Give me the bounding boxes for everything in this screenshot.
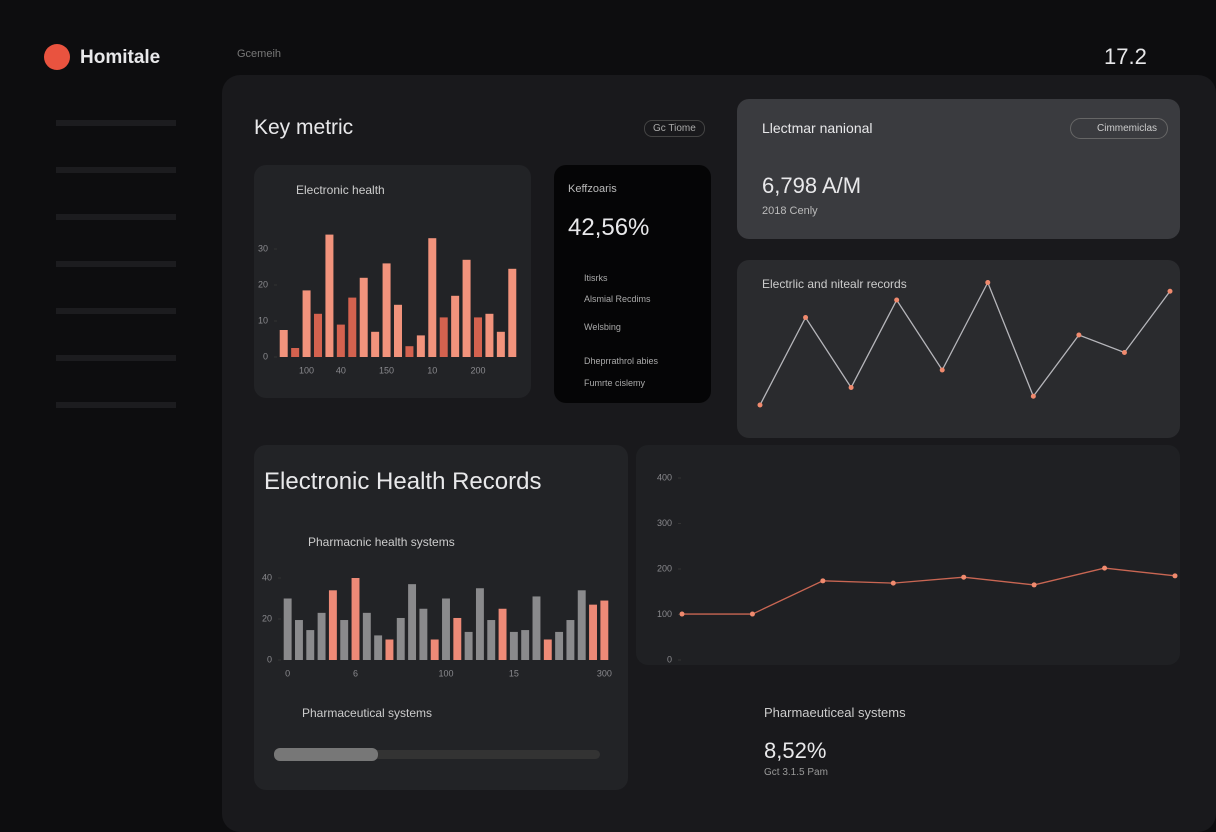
chart-title: Pharmacnic health systems bbox=[308, 535, 455, 549]
metric-label: Keffzoaris bbox=[568, 183, 617, 195]
stat-note: Gct 3.1.5 Pam bbox=[764, 767, 828, 778]
button[interactable]: Gc Tiome bbox=[644, 120, 705, 137]
national-value: 6,798 A/M bbox=[762, 173, 862, 198]
chart-title: Electronic health bbox=[296, 183, 385, 197]
metric-item[interactable]: Alsmial Recdims bbox=[584, 294, 651, 304]
metric-item[interactable]: Fumrte cislemy bbox=[584, 378, 646, 388]
metric-item[interactable]: Dheprrathrol abies bbox=[584, 356, 659, 366]
pill[interactable]: Cimmemiclas bbox=[1070, 118, 1168, 139]
metric-card bbox=[554, 165, 711, 403]
progress-label: Pharmaceutical systems bbox=[302, 706, 433, 720]
stat-label: Pharmaeuticeal systems bbox=[764, 705, 906, 720]
metric-item[interactable]: Itisrks bbox=[584, 273, 608, 283]
logo bbox=[44, 44, 70, 70]
sidebar-nav bbox=[56, 112, 176, 412]
metric-value: 42,56% bbox=[568, 214, 650, 241]
breadcrumb: Gcemeih bbox=[237, 48, 282, 60]
national-title: Llectmar nanional bbox=[762, 120, 873, 136]
national-note: 2018 Cenly bbox=[762, 205, 818, 217]
ehr-title: Electronic Health Records bbox=[264, 468, 542, 495]
progress-track bbox=[274, 750, 600, 759]
line-card bbox=[636, 445, 1180, 665]
metric-item[interactable]: Welsbing bbox=[584, 322, 621, 332]
chart-card bbox=[254, 165, 531, 398]
national-card bbox=[737, 99, 1180, 239]
progress-bar bbox=[274, 748, 379, 761]
ehr-card bbox=[254, 445, 628, 790]
clock: 17.2 bbox=[1104, 44, 1147, 69]
chart-title: Electrlic and nitealr records bbox=[762, 277, 907, 291]
stat-value: 8,52% bbox=[764, 738, 827, 763]
section-title: Key metric bbox=[254, 116, 354, 139]
brand: Homitale bbox=[80, 47, 161, 68]
